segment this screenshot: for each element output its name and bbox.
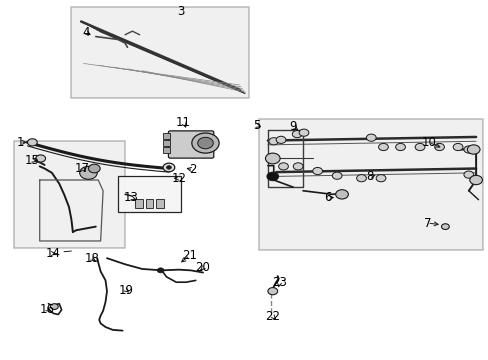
Circle shape [266, 172, 278, 181]
Bar [14, 140, 125, 248]
Circle shape [80, 166, 97, 179]
Text: 8: 8 [366, 170, 373, 183]
Circle shape [293, 163, 303, 170]
Circle shape [292, 131, 302, 138]
Circle shape [278, 163, 288, 170]
Circle shape [88, 164, 100, 173]
Circle shape [395, 143, 405, 150]
Bar [162, 140, 170, 146]
Text: 16: 16 [40, 303, 54, 316]
Circle shape [463, 146, 473, 153]
Circle shape [312, 167, 322, 175]
Text: 4: 4 [82, 26, 90, 39]
Bar [145, 199, 153, 208]
Text: 22: 22 [264, 310, 280, 323]
Circle shape [157, 268, 163, 273]
Bar [162, 133, 170, 139]
Text: 14: 14 [46, 247, 61, 260]
Text: 5: 5 [252, 119, 260, 132]
Text: 11: 11 [176, 116, 191, 129]
Bar [259, 119, 483, 250]
Circle shape [197, 137, 213, 149]
Text: 2: 2 [189, 163, 197, 176]
Circle shape [375, 175, 385, 182]
Bar [162, 147, 170, 153]
Text: 20: 20 [195, 261, 210, 274]
Circle shape [463, 171, 473, 178]
Circle shape [191, 133, 219, 153]
Circle shape [452, 143, 462, 150]
Circle shape [299, 129, 308, 136]
Circle shape [267, 288, 277, 295]
Circle shape [27, 139, 37, 146]
Circle shape [467, 145, 479, 154]
Text: 1: 1 [17, 136, 24, 149]
Circle shape [166, 166, 171, 169]
Circle shape [414, 143, 424, 150]
Circle shape [50, 304, 58, 310]
Circle shape [366, 134, 375, 141]
Circle shape [378, 143, 387, 150]
Text: 9: 9 [289, 120, 296, 133]
Text: 13: 13 [123, 192, 139, 204]
Text: 23: 23 [272, 276, 286, 289]
Text: 3: 3 [177, 5, 184, 18]
Bar [156, 199, 163, 208]
Circle shape [276, 136, 285, 143]
Text: 10: 10 [421, 136, 435, 149]
Text: 15: 15 [25, 154, 40, 167]
Bar [118, 176, 181, 212]
Circle shape [441, 224, 448, 229]
Text: 7: 7 [423, 216, 430, 230]
Circle shape [335, 190, 347, 199]
Circle shape [36, 155, 45, 162]
Circle shape [434, 143, 444, 150]
Circle shape [356, 175, 366, 182]
Text: 12: 12 [171, 172, 186, 185]
Text: 21: 21 [182, 249, 197, 262]
Bar [135, 199, 142, 208]
Circle shape [469, 175, 482, 185]
FancyBboxPatch shape [168, 131, 213, 158]
Text: 6: 6 [324, 192, 331, 204]
Text: 19: 19 [119, 284, 134, 297]
Circle shape [331, 172, 341, 179]
Text: 18: 18 [85, 252, 100, 265]
Text: 17: 17 [75, 162, 90, 175]
Circle shape [265, 153, 280, 164]
Circle shape [163, 163, 174, 172]
Bar [71, 7, 249, 98]
Circle shape [268, 138, 278, 145]
